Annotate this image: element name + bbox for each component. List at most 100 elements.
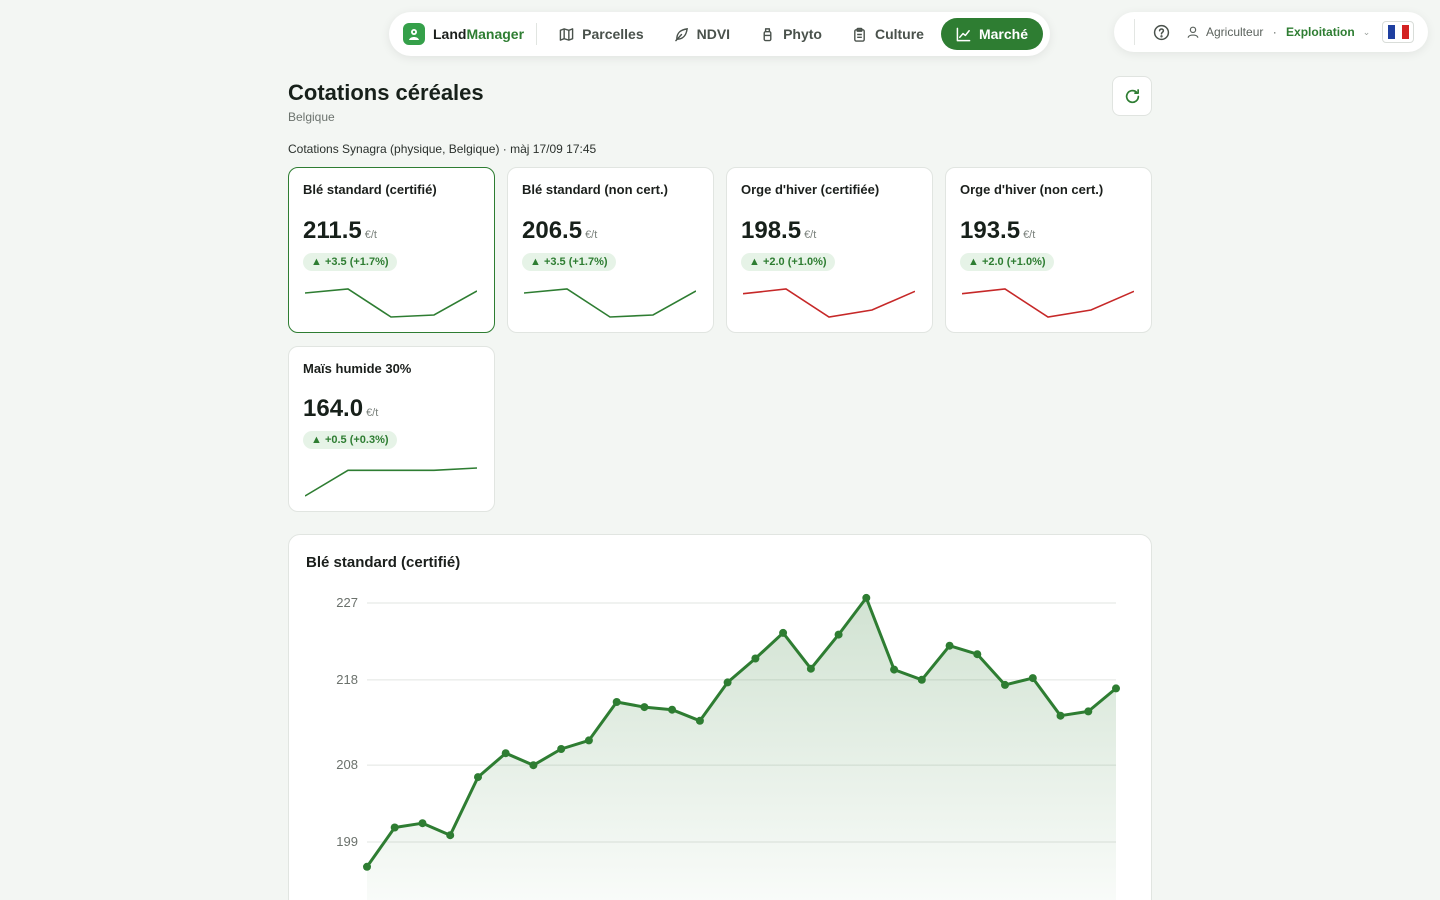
nav-item-label: NDVI — [696, 26, 731, 42]
quote-card[interactable]: Maïs humide 30% 164.0 €/t ▲ +0.5 (+0.3%) — [288, 346, 495, 512]
data-point[interactable] — [501, 749, 510, 758]
card-unit: €/t — [366, 407, 379, 419]
nav-item-label: Culture — [874, 26, 924, 42]
user-separator: · — [1269, 25, 1281, 39]
quote-card[interactable]: Orge d'hiver (certifiée) 198.5 €/t ▲ +2.0… — [726, 167, 933, 333]
user-role: Agriculteur — [1206, 25, 1264, 39]
change-badge: ▲ +2.0 (+1.0%) — [960, 253, 1054, 271]
data-point[interactable] — [612, 698, 621, 706]
nav-item-marche[interactable]: Marché — [940, 18, 1043, 50]
change-badge: ▲ +3.5 (+1.7%) — [522, 253, 616, 271]
card-name: Blé standard (non cert.) — [522, 182, 668, 197]
nav-item-culture[interactable]: Culture — [837, 18, 939, 50]
nav-item-phyto[interactable]: Phyto — [745, 18, 837, 50]
clipboard-icon — [852, 27, 867, 42]
sparkline — [962, 288, 1134, 318]
y-tick-label: 199 — [336, 834, 358, 849]
data-point[interactable] — [751, 654, 760, 663]
data-point[interactable] — [390, 823, 399, 832]
data-point[interactable] — [557, 745, 566, 753]
data-point[interactable] — [1112, 684, 1120, 693]
france-flag-icon[interactable] — [1382, 21, 1414, 43]
data-point[interactable] — [917, 675, 926, 684]
sparkline — [743, 288, 915, 318]
change-badge: ▲ +2.0 (+1.0%) — [741, 253, 835, 271]
change-badge: ▲ +0.5 (+0.3%) — [303, 431, 397, 449]
card-name: Blé standard (certifié) — [303, 182, 437, 197]
quote-card[interactable]: Blé standard (non cert.) 206.5 €/t ▲ +3.5… — [507, 167, 714, 333]
sparkline-line — [305, 288, 477, 318]
trend-icon — [956, 27, 971, 42]
brand-logo-icon — [403, 23, 425, 45]
data-point[interactable] — [1001, 680, 1009, 689]
data-point[interactable] — [945, 641, 954, 650]
sparkline — [305, 467, 477, 497]
sparkline — [524, 288, 696, 318]
y-tick-label: 208 — [336, 757, 358, 772]
quote-card[interactable]: Orge d'hiver (non cert.) 193.5 €/t ▲ +2.0… — [945, 167, 1152, 333]
leaf-icon — [674, 27, 689, 42]
sparkline-line — [743, 288, 915, 318]
data-point[interactable] — [1056, 711, 1065, 720]
chart-title: Blé standard (certifié) — [306, 554, 461, 571]
sparkline-line — [524, 288, 696, 318]
card-price: 198.5 — [741, 217, 802, 244]
data-point[interactable] — [973, 650, 982, 659]
y-tick-label: 227 — [336, 595, 358, 610]
quote-card[interactable]: Blé standard (certifié) 211.5 €/t ▲ +3.5 … — [288, 167, 495, 333]
user-icon — [1186, 25, 1200, 39]
refresh-button[interactable] — [1112, 76, 1152, 116]
data-point[interactable] — [363, 862, 371, 871]
nav-item-ndvi[interactable]: NDVI — [659, 18, 745, 50]
change-badge: ▲ +3.5 (+1.7%) — [303, 253, 397, 271]
data-point[interactable] — [723, 678, 732, 687]
card-name: Orge d'hiver (certifiée) — [741, 182, 880, 197]
card-price: 206.5 — [522, 217, 583, 244]
top-navigation: LandManager Parcelles NDVI Phyto Culture… — [389, 12, 1050, 56]
map-icon — [559, 27, 574, 42]
brand[interactable]: LandManager — [403, 23, 524, 45]
help-icon[interactable] — [1153, 24, 1170, 41]
nav-item-parcelles[interactable]: Parcelles — [544, 18, 659, 50]
data-point[interactable] — [834, 630, 843, 639]
refresh-icon — [1124, 88, 1141, 105]
card-name: Maïs humide 30% — [303, 361, 412, 376]
data-point[interactable] — [779, 628, 788, 637]
card-price: 193.5 — [960, 217, 1021, 244]
brand-name: LandManager — [433, 26, 525, 42]
card-price: 211.5 — [303, 217, 362, 244]
data-point[interactable] — [862, 593, 871, 602]
user-menu[interactable]: Agriculteur · Exploitation ⌄ — [1186, 25, 1370, 39]
card-unit: €/t — [585, 229, 598, 241]
chevron-down-icon: ⌄ — [1362, 26, 1371, 37]
account-divider — [1134, 19, 1135, 45]
card-price: 164.0 — [303, 395, 364, 422]
data-point[interactable] — [695, 716, 704, 725]
card-unit: €/t — [804, 229, 817, 241]
data-point[interactable] — [806, 664, 815, 673]
data-point[interactable] — [474, 773, 482, 782]
sparkline-line — [305, 467, 477, 497]
farm-name: Exploitation — [1286, 25, 1355, 39]
card-name: Orge d'hiver (non cert.) — [960, 182, 1104, 197]
data-point[interactable] — [1084, 707, 1093, 716]
page-title: Cotations céréales — [288, 80, 484, 105]
series-area — [367, 597, 1116, 900]
card-unit: €/t — [1023, 229, 1036, 241]
card-unit: €/t — [364, 229, 377, 241]
data-point[interactable] — [890, 665, 899, 674]
data-point[interactable] — [640, 703, 649, 712]
data-point[interactable] — [584, 736, 593, 745]
source-info: Cotations Synagra (physique, Belgique) ·… — [288, 142, 597, 156]
sparkline-line — [962, 288, 1134, 318]
data-point[interactable] — [529, 761, 538, 770]
data-point[interactable] — [668, 705, 677, 714]
data-point[interactable] — [446, 831, 455, 840]
sparkline — [305, 288, 477, 318]
price-chart-card: Blé standard (certifié) 199 208 218 227 — [288, 534, 1152, 900]
data-point[interactable] — [418, 819, 427, 828]
page-subtitle: Belgique — [288, 110, 335, 124]
data-point[interactable] — [1028, 674, 1037, 683]
series-line — [365, 596, 1117, 868]
y-tick-label: 218 — [336, 672, 358, 687]
